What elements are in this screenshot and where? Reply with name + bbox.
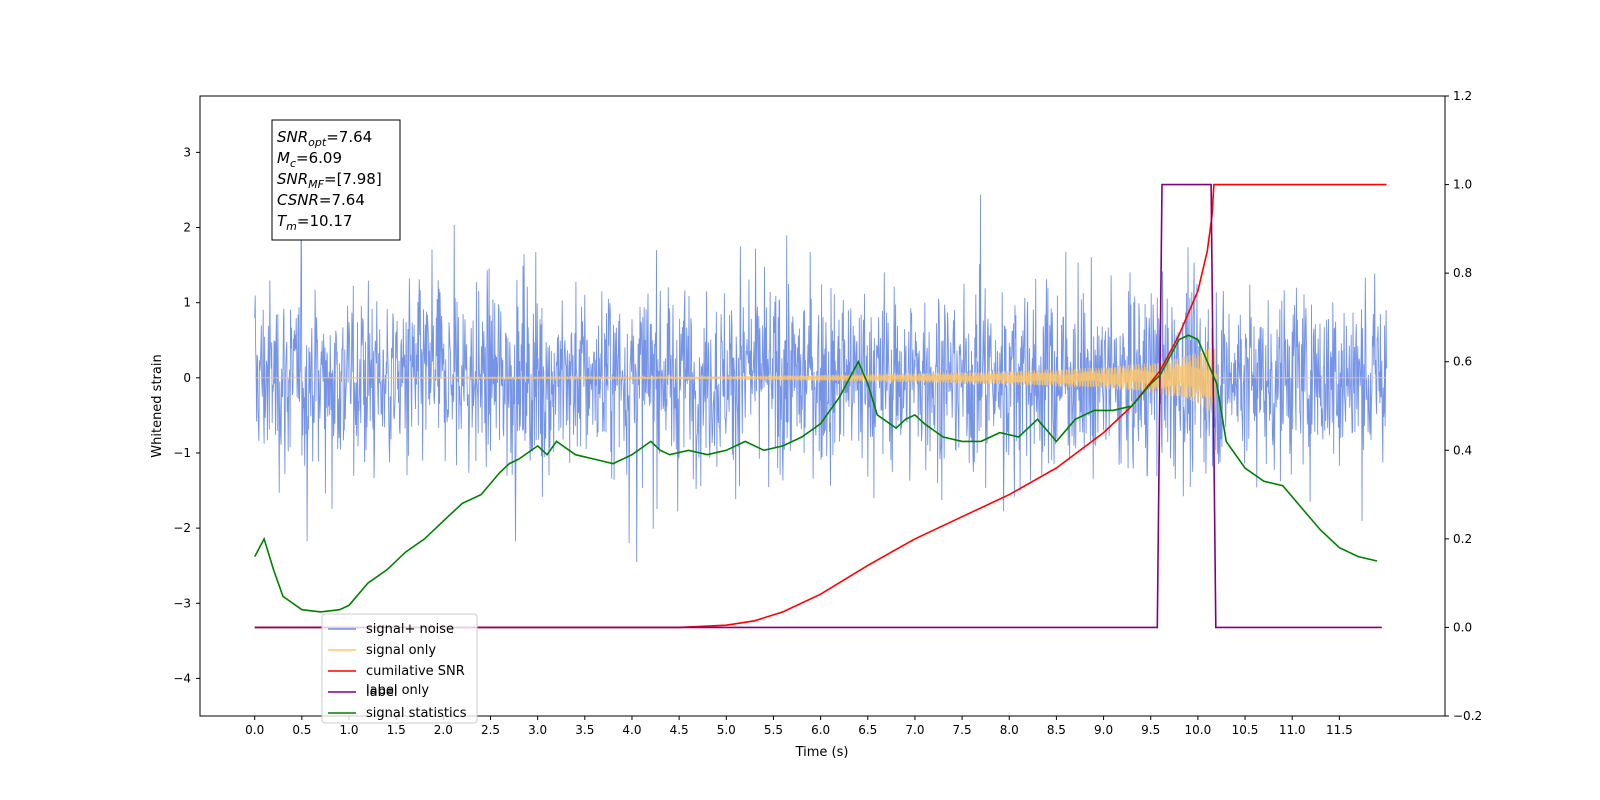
x-tick-label: 3.0 xyxy=(528,723,547,737)
x-tick-label: 2.0 xyxy=(434,723,453,737)
x-tick-label: 5.0 xyxy=(717,723,736,737)
left-tick-label: −4 xyxy=(173,671,191,685)
left-axis-ticks: 3 2 1 0 −1 −2 −3 −4 xyxy=(173,145,200,685)
right-tick-label: −0.2 xyxy=(1453,709,1482,723)
x-tick-label: 0.0 xyxy=(245,723,264,737)
annotation-line: Mc=6.09 xyxy=(277,149,342,170)
legend-label: signal only xyxy=(366,643,436,658)
x-tick-label: 10.0 xyxy=(1185,723,1212,737)
legend-label: signal+ noise xyxy=(366,622,454,637)
right-tick-label: 1.0 xyxy=(1453,178,1472,192)
annotation-line: Tm=10.17 xyxy=(277,212,352,233)
annotation-value: =[7.98] xyxy=(324,170,382,188)
legend-label: cumilative SNR xyxy=(366,664,465,679)
x-tick-label: 7.0 xyxy=(905,723,924,737)
left-tick-label: −3 xyxy=(173,596,191,610)
annotation-value: =7.64 xyxy=(319,191,365,209)
right-tick-label: 0.0 xyxy=(1453,620,1472,634)
legend-frame xyxy=(321,613,478,724)
series-label xyxy=(254,183,1382,629)
x-tick-label: 6.5 xyxy=(858,723,877,737)
metrics-annotation-box: SNRopt=7.64Mc=6.09SNRMF=[7.98]CSNR=7.64T… xyxy=(271,119,401,241)
left-tick-label: 0 xyxy=(183,371,191,385)
annotation-subscript: m xyxy=(286,220,297,233)
annotation-value: =10.17 xyxy=(297,212,353,230)
x-tick-label: 4.5 xyxy=(670,723,689,737)
x-axis-ticks: 0.0 0.5 1.0 1.5 2.0 2.5 3.0 3.5 4.0 4.5 5.0 5.5 6.0 6… xyxy=(245,716,1353,737)
plot-frame xyxy=(199,95,1446,717)
x-tick-label: 8.5 xyxy=(1047,723,1066,737)
series-signal-only xyxy=(254,344,1387,414)
left-tick-label: −2 xyxy=(173,521,191,535)
legend-overlapped-text: label only xyxy=(366,683,429,698)
annotation-symbol: SNR xyxy=(277,128,308,146)
annotation-subscript: MF xyxy=(308,178,324,191)
left-tick-label: 1 xyxy=(183,296,191,310)
annotation-value: =7.64 xyxy=(326,128,372,146)
x-tick-label: 6.0 xyxy=(811,723,830,737)
x-axis-label: Time (s) xyxy=(795,745,849,760)
right-axis-ticks: 1.2 1.0 0.8 0.6 0.4 0.2 0.0 −0.2 xyxy=(1445,89,1482,723)
series-signal-statistics xyxy=(253,334,1378,613)
right-tick-label: 1.2 xyxy=(1453,89,1472,103)
annotation-subscript: opt xyxy=(308,136,327,149)
plot-series xyxy=(253,183,1387,629)
x-tick-label: 1.5 xyxy=(387,723,406,737)
annotation-symbol: SNR xyxy=(277,170,308,188)
x-tick-label: 4.0 xyxy=(622,723,641,737)
series-cumilative-snr xyxy=(254,183,1387,629)
x-tick-label: 2.5 xyxy=(481,723,500,737)
x-tick-label: 11.0 xyxy=(1279,723,1306,737)
y-axis-label: Whitened strain xyxy=(150,354,165,457)
x-tick-label: 3.5 xyxy=(575,723,594,737)
annotation-symbol: M xyxy=(277,149,290,167)
annotation-subscript: c xyxy=(290,157,296,170)
left-tick-label: −1 xyxy=(173,446,191,460)
annotation-value: =6.09 xyxy=(296,149,342,167)
x-tick-label: 9.5 xyxy=(1141,723,1160,737)
right-tick-label: 0.6 xyxy=(1453,355,1472,369)
x-tick-label: 11.5 xyxy=(1326,723,1353,737)
annotation-frame xyxy=(271,119,401,241)
x-tick-label: 9.0 xyxy=(1094,723,1113,737)
x-tick-label: 1.0 xyxy=(339,723,358,737)
legend-label: signal statistics xyxy=(366,706,467,721)
right-tick-label: 0.2 xyxy=(1453,532,1472,546)
x-tick-label: 5.5 xyxy=(764,723,783,737)
x-tick-label: 8.0 xyxy=(1000,723,1019,737)
left-tick-label: 3 xyxy=(183,145,191,159)
right-tick-label: 0.8 xyxy=(1453,266,1472,280)
x-tick-label: 0.5 xyxy=(292,723,311,737)
annotation-line: CSNR=7.64 xyxy=(277,191,365,209)
legend: label only signal+ noise signal only cumila… xyxy=(321,613,478,724)
annotation-line: SNRMF=[7.98] xyxy=(277,170,382,191)
right-tick-label: 0.4 xyxy=(1453,443,1472,457)
legend-label: label xyxy=(366,685,397,700)
left-tick-label: 2 xyxy=(183,221,191,235)
annotation-line: SNRopt=7.64 xyxy=(277,128,372,149)
x-tick-label: 7.5 xyxy=(953,723,972,737)
annotation-symbol: T xyxy=(277,212,288,230)
x-tick-label: 10.5 xyxy=(1232,723,1259,737)
annotation-symbol: CSNR xyxy=(277,191,319,209)
